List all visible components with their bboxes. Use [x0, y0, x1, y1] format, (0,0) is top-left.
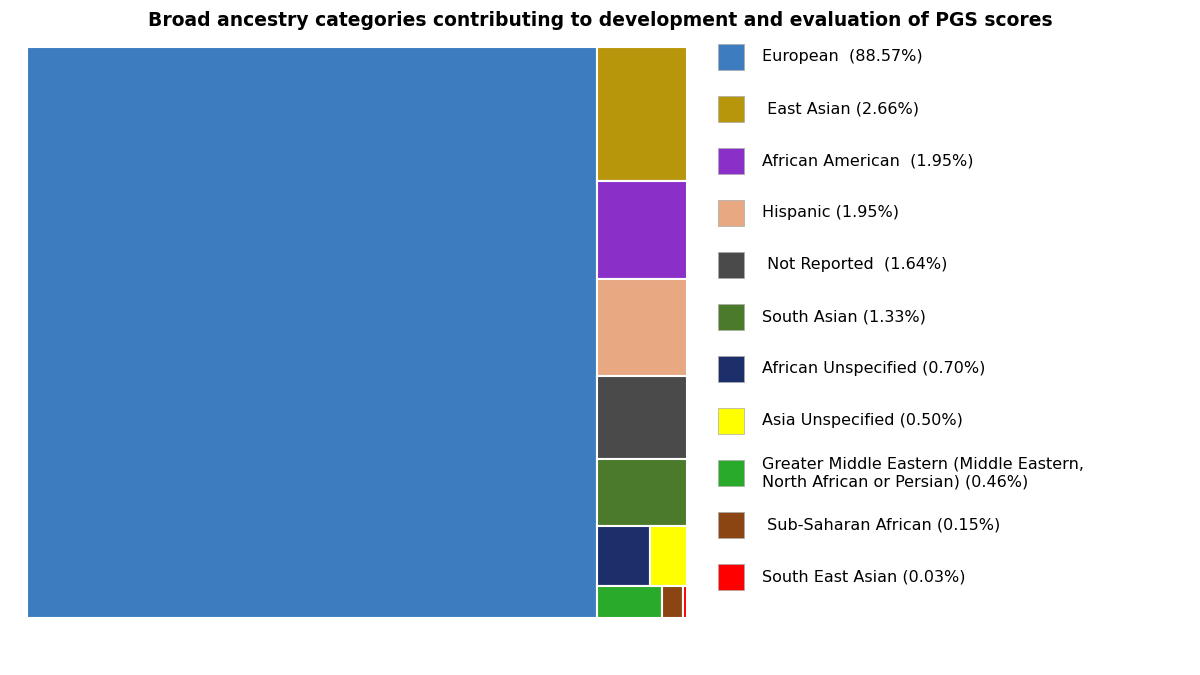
Bar [718, 356, 744, 382]
Text: East Asian (2.66%): East Asian (2.66%) [762, 101, 919, 117]
Bar [718, 252, 744, 278]
Bar [718, 512, 744, 538]
Bar [598, 377, 686, 459]
Text: South East Asian (0.03%): South East Asian (0.03%) [762, 570, 966, 585]
Bar [598, 47, 686, 181]
Bar [649, 526, 686, 586]
Text: African American  (1.95%): African American (1.95%) [762, 153, 973, 169]
Text: Greater Middle Eastern (Middle Eastern,
North African or Persian) (0.46%): Greater Middle Eastern (Middle Eastern, … [762, 456, 1084, 490]
Bar [598, 181, 686, 279]
Bar [718, 460, 744, 486]
Text: African Unspecified (0.70%): African Unspecified (0.70%) [762, 362, 985, 377]
Text: Asia Unspecified (0.50%): Asia Unspecified (0.50%) [762, 414, 962, 429]
Bar [28, 47, 598, 618]
Bar [718, 564, 744, 590]
Text: Sub-Saharan African (0.15%): Sub-Saharan African (0.15%) [762, 518, 1001, 533]
Bar [598, 526, 649, 586]
Bar [661, 586, 683, 618]
Text: South Asian (1.33%): South Asian (1.33%) [762, 310, 926, 325]
Bar [683, 586, 686, 618]
Bar [718, 408, 744, 434]
Bar [598, 586, 661, 618]
Bar [598, 459, 686, 526]
Bar [718, 96, 744, 122]
Text: Not Reported  (1.64%): Not Reported (1.64%) [762, 257, 947, 273]
Bar [598, 279, 686, 377]
Bar [718, 148, 744, 174]
Bar [718, 200, 744, 226]
Bar [718, 44, 744, 70]
Text: Hispanic (1.95%): Hispanic (1.95%) [762, 205, 899, 221]
Bar [718, 304, 744, 330]
Text: Broad ancestry categories contributing to development and evaluation of PGS scor: Broad ancestry categories contributing t… [148, 11, 1052, 30]
Text: European  (88.57%): European (88.57%) [762, 49, 923, 65]
